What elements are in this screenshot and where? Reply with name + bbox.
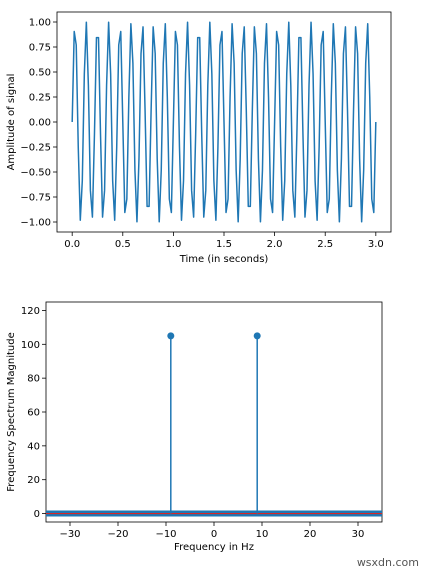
- freq-y-axis-label: Frequency Spectrum Magnitude: [6, 332, 17, 491]
- time-y-tick-label: −0.50: [20, 168, 51, 179]
- time-x-axis-label: Time (in seconds): [179, 254, 269, 265]
- freq-x-tick-label: −30: [59, 529, 80, 540]
- time-x-tick-label: 2.0: [267, 239, 283, 250]
- time-y-axis-label: Amplitude of signal: [6, 74, 17, 171]
- time-x-tick-label: 0.0: [64, 239, 80, 250]
- stem-series: [167, 332, 261, 514]
- time-x-tick-label: 1.0: [165, 239, 181, 250]
- stem-marker: [253, 332, 261, 340]
- time-x-tick-label: 0.5: [115, 239, 131, 250]
- time-x-tick-label: 2.5: [317, 239, 333, 250]
- freq-x-tick-label: −20: [107, 529, 128, 540]
- freq-y-tick-label: 100: [21, 340, 40, 351]
- time-x-ticks: 0.0 0.5 1.0 1.5 2.0 2.5 3.0: [64, 232, 384, 250]
- time-y-tick-label: −0.25: [20, 143, 51, 154]
- freq-y-tick-label: 80: [27, 374, 40, 385]
- signal-line: [71, 21, 377, 223]
- time-y-tick-label: 1.00: [29, 18, 51, 29]
- freq-x-axis-label: Frequency in Hz: [174, 542, 254, 553]
- time-y-tick-label: −1.00: [20, 218, 51, 229]
- freq-x-ticks: −30 −20 −10 0 10 20 30: [59, 522, 364, 540]
- stem-marker: [167, 332, 175, 340]
- signal-series: [71, 21, 377, 223]
- time-y-ticks: −1.00 −0.75 −0.50 −0.25 0.00 0.25 0.50 0.75 1.00: [20, 18, 57, 229]
- time-y-tick-label: −0.75: [20, 193, 51, 204]
- freq-x-tick-label: 10: [256, 529, 269, 540]
- time-y-tick-label: 0.25: [29, 93, 51, 104]
- freq-y-ticks: 0 20 40 60 80 100 120: [21, 306, 46, 520]
- freq-y-tick-label: 120: [21, 306, 40, 317]
- freq-chart-frame: [45, 301, 383, 523]
- watermark-text: wsxdn.com: [356, 556, 419, 569]
- frequency-spectrum-chart: −30 −20 −10 0 10 20 30 0 20 40 60 80 100 120 Frequen…: [6, 301, 383, 553]
- time-x-tick-label: 3.0: [368, 239, 384, 250]
- freq-y-tick-label: 40: [27, 441, 40, 452]
- freq-x-tick-label: −10: [155, 529, 176, 540]
- freq-x-tick-label: 0: [211, 529, 217, 540]
- time-domain-chart: 0.0 0.5 1.0 1.5 2.0 2.5 3.0 −1.00 −0.75 −0.50 −0.…: [6, 11, 392, 265]
- freq-y-tick-label: 0: [34, 509, 40, 520]
- freq-y-tick-label: 20: [27, 475, 40, 486]
- time-x-tick-label: 1.5: [216, 239, 232, 250]
- time-y-tick-label: 0.00: [29, 118, 51, 129]
- freq-y-tick-label: 60: [27, 408, 40, 419]
- time-y-tick-label: 0.75: [29, 43, 51, 54]
- freq-x-tick-label: 30: [352, 529, 365, 540]
- time-y-tick-label: 0.50: [29, 68, 51, 79]
- freq-x-tick-label: 20: [304, 529, 317, 540]
